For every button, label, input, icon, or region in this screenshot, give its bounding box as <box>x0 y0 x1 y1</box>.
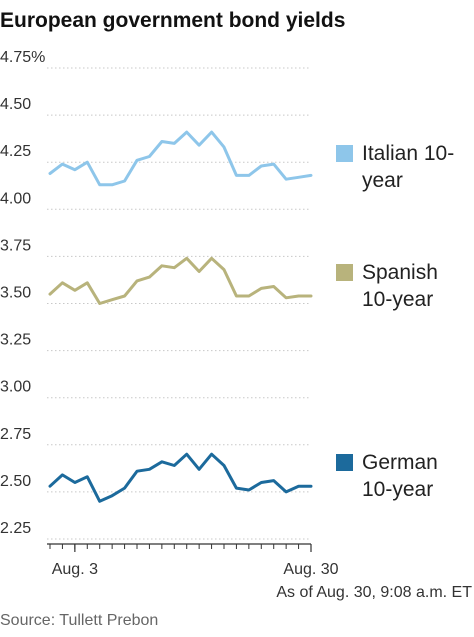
y-tick-label: 3.00 <box>0 379 31 396</box>
legend-swatch <box>336 264 353 281</box>
gridlines <box>47 67 311 540</box>
y-tick-label: 3.25 <box>0 332 31 349</box>
series-line <box>48 452 313 503</box>
y-tick-label: 2.50 <box>0 473 31 490</box>
legend: Italian 10- year Spanish 10-year German 10-ye… <box>336 142 454 501</box>
y-tick-label: 4.25 <box>0 143 31 160</box>
series-line <box>48 130 313 187</box>
series-lines <box>48 130 313 503</box>
source-note: Source: Tullett Prebon <box>0 612 158 629</box>
x-axis: Aug. 3 Aug. 30 <box>47 543 339 578</box>
y-tick-label: 4.00 <box>0 190 31 207</box>
chart-title: European government bond yields <box>0 9 345 32</box>
x-tick-label: Aug. 30 <box>283 561 338 578</box>
y-tick-label: 4.50 <box>0 96 31 113</box>
y-tick-label: 3.75 <box>0 237 31 254</box>
y-tick-label: 2.25 <box>0 520 31 537</box>
legend-label: Italian 10- <box>362 142 454 165</box>
legend-swatch <box>336 454 353 471</box>
legend-swatch <box>336 145 353 162</box>
legend-label: Spanish <box>362 261 438 284</box>
y-tick-label: 3.50 <box>0 285 31 302</box>
y-axis-tick-labels: 4.75% 4.50 4.25 4.00 3.75 3.50 3.25 3.00 2.75 2.5… <box>0 49 45 537</box>
series-line <box>48 256 313 305</box>
legend-label: 10-year <box>362 288 433 311</box>
y-tick-label: 2.75 <box>0 426 31 443</box>
legend-label: 10-year <box>362 478 433 501</box>
x-tick-label: Aug. 3 <box>52 561 98 578</box>
legend-label: German <box>362 451 438 474</box>
as-of-note: As of Aug. 30, 9:08 a.m. ET <box>276 584 472 601</box>
y-tick-label: 4.75% <box>0 49 45 66</box>
legend-label: year <box>362 169 403 192</box>
